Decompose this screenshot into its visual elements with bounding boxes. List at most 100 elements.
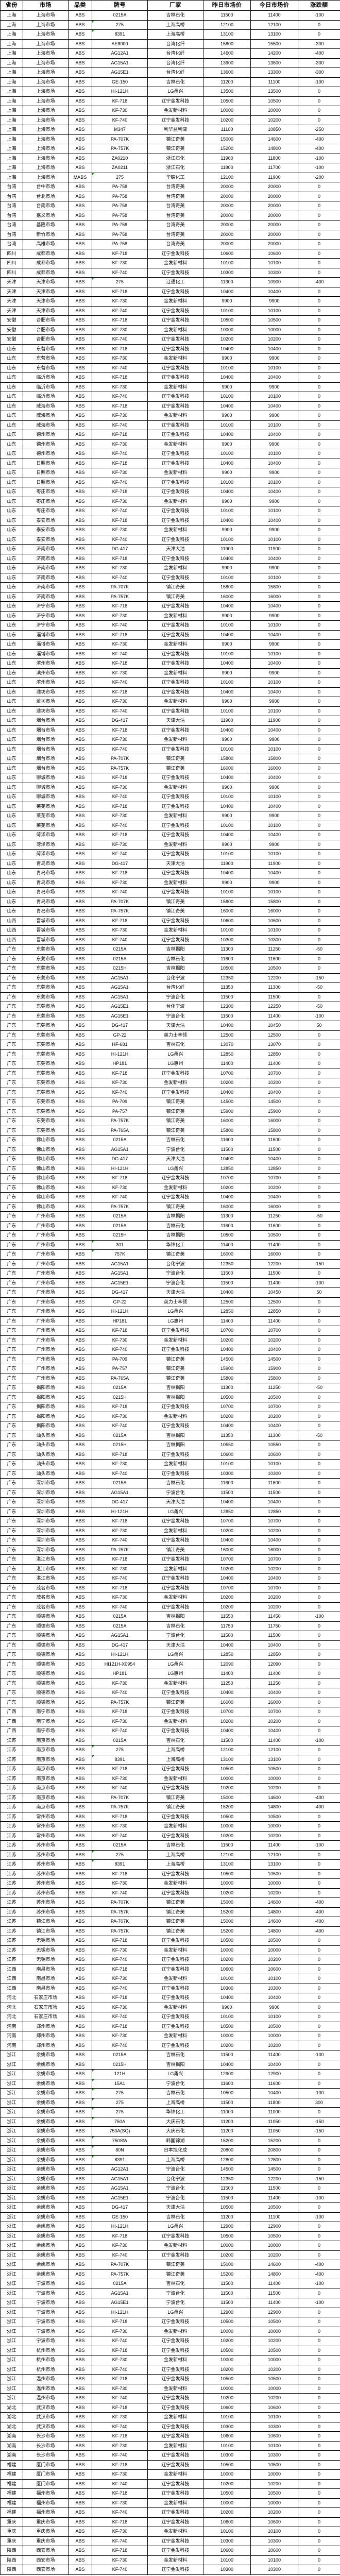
cell-province[interactable]: 广东	[0, 1631, 23, 1641]
cell-price-today[interactable]: 10400	[250, 286, 298, 297]
cell-grade[interactable]: AG15A1	[92, 58, 148, 68]
cell-price-yesterday[interactable]: 16000	[203, 1249, 251, 1260]
cell-market[interactable]: 佛山市场	[23, 1154, 69, 1164]
cell-price-today[interactable]: 9900	[250, 811, 298, 821]
cell-maker[interactable]: 吉林揭阳	[147, 1230, 203, 1241]
cell-maker[interactable]: 台湾化纤	[147, 982, 203, 993]
cell-maker[interactable]: 吉林揭阳	[147, 1612, 203, 1622]
cell-category[interactable]: ABS	[68, 735, 92, 745]
cell-maker[interactable]: 镇江奇美	[147, 1907, 203, 1917]
cell-change[interactable]: 0	[298, 515, 340, 526]
cell-price-today[interactable]: 12850	[250, 1049, 298, 1059]
cell-price-today[interactable]: 10200	[250, 2393, 298, 2403]
cell-grade[interactable]: HI-121H	[92, 1049, 148, 1059]
cell-change[interactable]: 0	[298, 1297, 340, 1307]
cell-change[interactable]: -150	[298, 2174, 340, 2184]
cell-change[interactable]: 0	[298, 1182, 340, 1193]
cell-maker[interactable]: 辽宁金发科技	[147, 1936, 203, 1946]
cell-maker[interactable]: 辽宁金发科技	[147, 868, 203, 878]
table-row[interactable]: 广西 南宁市场 ABS KF-740 辽宁金发科技 10400 10400 0	[0, 1726, 340, 1736]
cell-change[interactable]: 0	[298, 839, 340, 850]
cell-province[interactable]: 山东	[0, 687, 23, 697]
table-row[interactable]: 重庆 重庆市场 ABS KF-718 辽宁金发科技 10600 10600 0	[0, 2517, 340, 2527]
cell-market[interactable]: 汕头市场	[23, 1449, 69, 1460]
cell-price-yesterday[interactable]: 10100	[203, 506, 251, 516]
cell-price-today[interactable]: 10500	[250, 1869, 298, 1879]
cell-change[interactable]: 0	[298, 992, 340, 1002]
cell-price-today[interactable]: 10400	[250, 1421, 298, 1431]
cell-province[interactable]: 浙江	[0, 2116, 23, 2127]
cell-change[interactable]: 0	[298, 1955, 340, 1965]
table-row[interactable]: 广西 南宁市场 ABS KF-718 辽宁金发科技 10700 10700 0	[0, 1707, 340, 1717]
cell-grade[interactable]: KF-718	[92, 2488, 148, 2499]
cell-category[interactable]: ABS	[68, 1754, 92, 1765]
cell-change[interactable]: 0	[298, 1983, 340, 1993]
table-row[interactable]: 广东 佛山市场 ABS KF-718 辽宁金发科技 10700 10700 0	[0, 1173, 340, 1183]
cell-price-yesterday[interactable]: 10400	[203, 1726, 251, 1736]
table-row[interactable]: 山东 枣庄市场 ABS KF-730 金发新材料 9900 9900 0	[0, 496, 340, 506]
cell-market[interactable]: 上海市场	[23, 134, 69, 144]
cell-change[interactable]: 0	[298, 1554, 340, 1565]
table-row[interactable]: 浙江 余姚市场 ABS 121H LG甬兴 12900 12900 0	[0, 2069, 340, 2079]
cell-province[interactable]: 上海	[0, 20, 23, 30]
cell-price-today[interactable]: 11600	[250, 954, 298, 964]
cell-price-yesterday[interactable]: 11600	[203, 2078, 251, 2089]
table-row[interactable]: 山东 烟台市场 ABS DG-417 天津大沽 11900 11900 0	[0, 716, 340, 726]
table-row[interactable]: 福建 厦门市场 ABS KF-740 辽宁金发科技 10200 10200 0	[0, 2479, 340, 2489]
cell-price-yesterday[interactable]: 10700	[203, 1583, 251, 1593]
cell-province[interactable]: 上海	[0, 125, 23, 135]
cell-price-yesterday[interactable]: 15800	[203, 896, 251, 907]
cell-price-today[interactable]: 10200	[250, 1335, 298, 1345]
cell-province[interactable]: 浙江	[0, 2078, 23, 2089]
cell-change[interactable]: 0	[298, 2488, 340, 2499]
cell-change[interactable]: 0	[298, 1888, 340, 1898]
cell-price-today[interactable]: 10200	[250, 1716, 298, 1726]
cell-price-today[interactable]: 14500	[250, 2164, 298, 2175]
cell-category[interactable]: ABS	[68, 1621, 92, 1631]
cell-market[interactable]: 南京市场	[23, 1735, 69, 1745]
cell-price-yesterday[interactable]: 11400	[203, 1669, 251, 1679]
cell-grade[interactable]: PA-707K	[92, 1792, 148, 1803]
cell-category[interactable]: ABS	[68, 2174, 92, 2184]
cell-change[interactable]: 0	[298, 1640, 340, 1650]
cell-change[interactable]: 0	[298, 1716, 340, 1726]
cell-maker[interactable]: 华锦化工	[147, 2107, 203, 2117]
cell-market[interactable]: 广州市场	[23, 1345, 69, 1355]
cell-market[interactable]: 广州市场	[23, 1287, 69, 1298]
cell-maker[interactable]: 宁波台化	[147, 2164, 203, 2175]
cell-province[interactable]: 山东	[0, 725, 23, 735]
cell-grade[interactable]: 0215A	[92, 1621, 148, 1631]
cell-province[interactable]: 广东	[0, 1640, 23, 1650]
cell-province[interactable]: 广东	[0, 1144, 23, 1155]
cell-province[interactable]: 广东	[0, 1030, 23, 1040]
cell-price-today[interactable]: 9900	[250, 496, 298, 506]
table-row[interactable]: 江苏 苏州市场 ABS KF-718 辽宁金发科技 10500 10500 0	[0, 1869, 340, 1879]
table-row[interactable]: 广东 东莞市场 ABS HP181 LG惠州 11400 11400 0	[0, 1059, 340, 1069]
cell-grade[interactable]: HI121H-X0954	[92, 1659, 148, 1669]
table-row[interactable]: 上海 上海市场 ABS AG15E1 台湾化纤 13600 13300 -300	[0, 67, 340, 78]
cell-grade[interactable]: PA-709	[92, 1354, 148, 1364]
cell-category[interactable]: ABS	[68, 2222, 92, 2232]
cell-category[interactable]: ABS	[68, 830, 92, 840]
cell-maker[interactable]: 辽宁金发科技	[147, 620, 203, 631]
cell-price-yesterday[interactable]: 10100	[203, 820, 251, 831]
cell-price-today[interactable]: 9900	[250, 668, 298, 678]
cell-price-today[interactable]: 20000	[250, 229, 298, 240]
cell-maker[interactable]: 辽宁金发科技	[147, 2374, 203, 2384]
cell-price-yesterday[interactable]: 10000	[203, 1821, 251, 1832]
cell-grade[interactable]: KF-740	[92, 2479, 148, 2489]
cell-category[interactable]: ABS	[68, 220, 92, 230]
cell-category[interactable]: ABS	[68, 916, 92, 926]
cell-grade[interactable]: KF-730	[92, 382, 148, 392]
cell-maker[interactable]: 镇江奇美	[147, 754, 203, 764]
cell-grade[interactable]: KF-718	[92, 1811, 148, 1822]
cell-change[interactable]: 0	[298, 2107, 340, 2117]
cell-grade[interactable]: AG15A1	[92, 1259, 148, 1269]
table-row[interactable]: 山东 东营市场 ABS KF-740 辽宁金发科技 10100 10100 0	[0, 363, 340, 373]
table-row[interactable]: 河北 石家庄市场 ABS KF-740 辽宁金发科技 10100 10100 0	[0, 2012, 340, 2022]
cell-maker[interactable]: 辽宁金发科技	[147, 1726, 203, 1736]
cell-market[interactable]: 济宁市场	[23, 611, 69, 621]
cell-price-yesterday[interactable]: 10500	[203, 315, 251, 326]
cell-grade[interactable]: PA-707K	[92, 1917, 148, 1927]
cell-price-today[interactable]: 10400	[250, 1497, 298, 1507]
